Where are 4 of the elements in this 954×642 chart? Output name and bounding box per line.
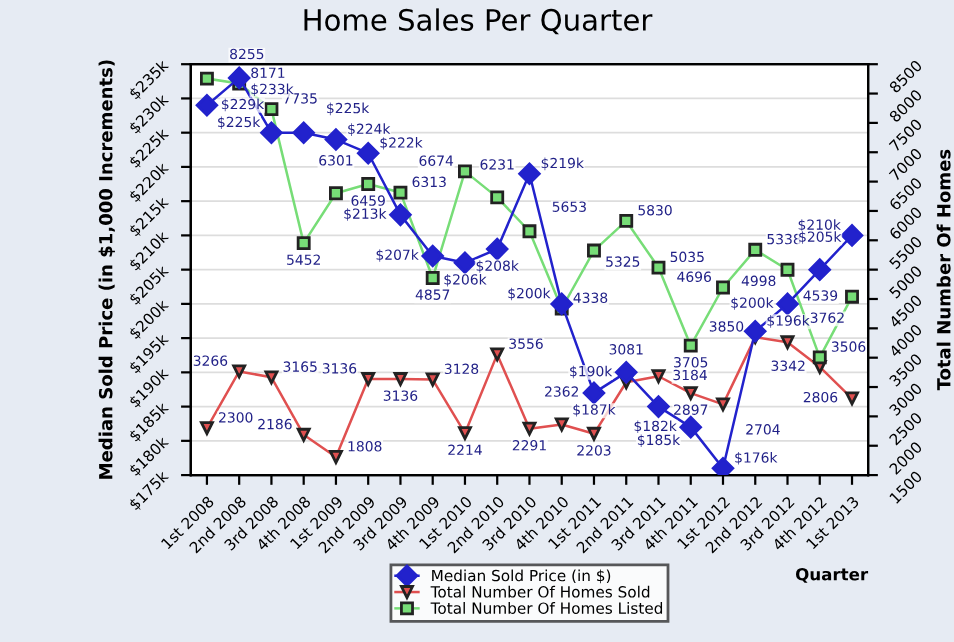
chart-title: Home Sales Per Quarter	[304, 8, 653, 35]
y-axis-title: Median Sold Price (in $1,000 Increments)	[98, 60, 115, 479]
x-axis-title: Quarter	[795, 567, 869, 583]
y2-axis-title: Total Number Of Homes	[936, 149, 951, 391]
